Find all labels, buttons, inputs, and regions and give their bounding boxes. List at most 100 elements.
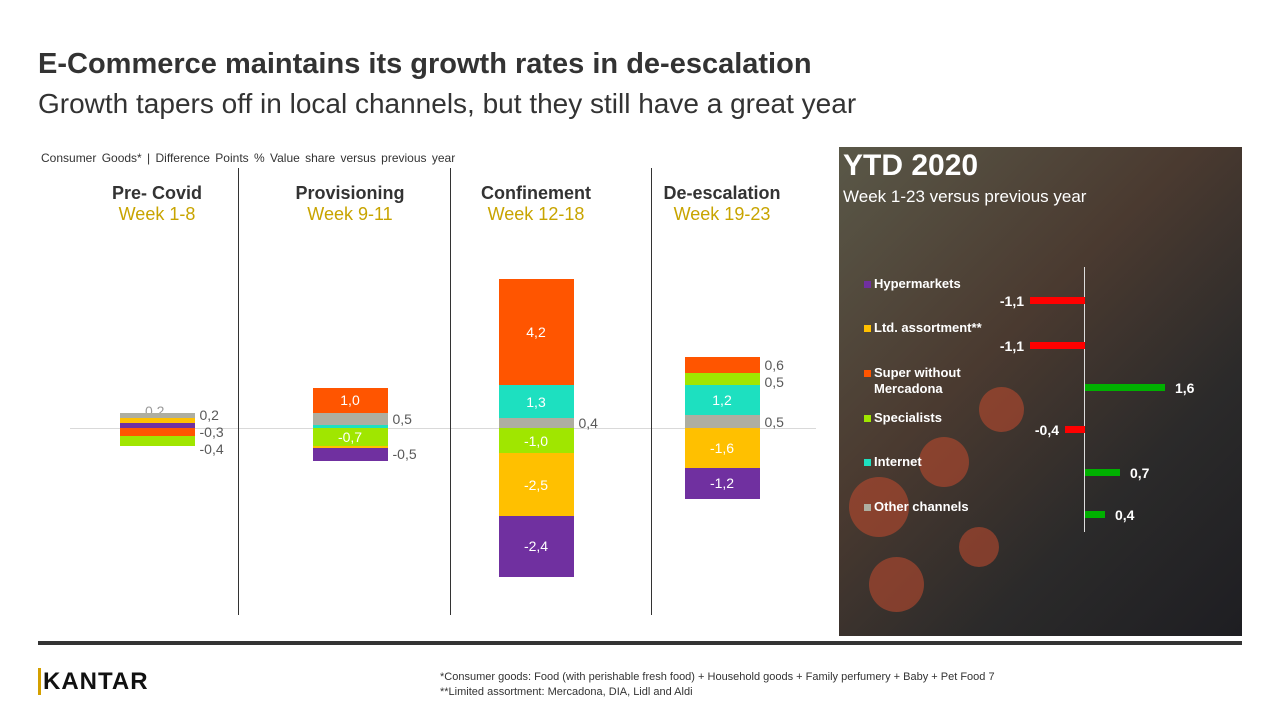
phase-weeks: Week 9-11 xyxy=(307,204,393,224)
legend-swatch xyxy=(864,370,871,377)
phase-name: Provisioning xyxy=(295,183,405,203)
legend-label: Specialists xyxy=(874,410,942,425)
chart-note: Consumer Goods* | Difference Points % Va… xyxy=(41,151,456,165)
legend-item: Internet xyxy=(864,454,1064,470)
zero-line xyxy=(70,428,816,429)
legend-item: Super without Mercadona xyxy=(864,365,984,397)
tomato-decoration xyxy=(979,387,1024,432)
phase-weeks: Week 1-8 xyxy=(118,204,196,224)
ytd-value: -1,1 xyxy=(999,338,1024,354)
bar-segment xyxy=(119,428,195,436)
bar-segment: -0,7 xyxy=(312,428,388,446)
ytd-value: 0,4 xyxy=(1115,507,1135,523)
legend-item: Ltd. assortment** xyxy=(864,320,1064,336)
bar-segment xyxy=(498,417,574,428)
segment-label: 0,5 xyxy=(764,413,784,430)
footnote: *Consumer goods: Food (with perishable f… xyxy=(440,671,995,683)
bar-segment: -2,4 xyxy=(498,516,574,577)
bar-segment: -1,2 xyxy=(684,468,760,499)
bar-segment: 1,0 xyxy=(312,387,388,413)
tomato-decoration xyxy=(959,527,999,567)
legend-item: Other channels xyxy=(864,499,1064,515)
bar-segment xyxy=(312,425,388,428)
legend-item: Specialists xyxy=(864,410,1064,426)
page-subtitle: Growth tapers off in local channels, but… xyxy=(38,88,857,119)
segment-label: 0,2 xyxy=(199,407,219,424)
bar-segment: 1,3 xyxy=(498,385,574,418)
tomato-decoration xyxy=(869,557,924,612)
ytd-bar xyxy=(1065,426,1085,433)
ytd-axis xyxy=(1084,267,1085,532)
legend-swatch xyxy=(864,504,871,511)
bar-segment xyxy=(684,415,760,428)
segment-label: -2,5 xyxy=(523,476,549,493)
segment-label: 1,3 xyxy=(526,393,546,410)
segment-label: -1,6 xyxy=(709,440,735,457)
bar-segment: -2,5 xyxy=(498,453,574,517)
segment-label: -2,4 xyxy=(523,538,549,555)
footnotes: *Consumer goods: Food (with perishable f… xyxy=(440,670,995,700)
phase-name: De-escalation xyxy=(663,183,781,203)
phase-weeks: Week 19-23 xyxy=(673,204,771,224)
segment-label: -0,4 xyxy=(199,441,224,458)
phase-header: Confinement Week 12-18 xyxy=(436,183,636,225)
segment-label: -1,2 xyxy=(709,475,735,492)
footnote: **Limited assortment: Mercadona, DIA, Li… xyxy=(440,686,693,698)
segment-label: 4,2 xyxy=(526,324,546,341)
bar-segment: -1,0 xyxy=(498,428,574,454)
bar-segment xyxy=(684,357,760,373)
legend-swatch xyxy=(864,325,871,332)
phase-header: Provisioning Week 9-11 xyxy=(250,183,450,225)
segment-label: 1,0 xyxy=(340,392,360,409)
ytd-bar xyxy=(1085,384,1165,391)
ytd-value: -0,4 xyxy=(1034,422,1059,438)
bar-segment: 1,2 xyxy=(684,385,760,416)
divider xyxy=(450,168,451,615)
ytd-bar xyxy=(1085,469,1120,476)
legend-label: Internet xyxy=(874,454,922,469)
ytd-bar xyxy=(1030,297,1085,304)
segment-label: -0,7 xyxy=(337,428,363,445)
segment-label: 0,5 xyxy=(392,411,412,428)
legend-label: Hypermarkets xyxy=(874,276,961,291)
segment-label: 0,5 xyxy=(764,374,784,390)
bar-segment xyxy=(684,372,760,386)
ytd-value: 0,7 xyxy=(1130,465,1150,481)
page-title: E-Commerce maintains its growth rates in… xyxy=(38,48,812,80)
phase-name: Confinement xyxy=(481,183,591,203)
bar-segment xyxy=(312,412,388,426)
phase-name: Pre- Covid xyxy=(111,183,203,203)
divider xyxy=(651,168,652,615)
tomato-decoration xyxy=(849,477,909,537)
segment-label: -1,0 xyxy=(523,432,549,449)
ytd-panel: YTD 2020 Week 1-23 versus previous year … xyxy=(839,147,1242,636)
segment-label: 0,4 xyxy=(578,414,598,431)
phase-weeks: Week 12-18 xyxy=(487,204,585,224)
legend-swatch xyxy=(864,459,871,466)
bar-segment: -1,6 xyxy=(684,428,760,469)
ytd-subtitle: Week 1-23 versus previous year xyxy=(843,187,1087,206)
segment-label: 0,6 xyxy=(764,357,784,373)
bar-segment xyxy=(119,412,195,418)
bar-segment xyxy=(119,422,195,428)
phase-header: De-escalation Week 19-23 xyxy=(622,183,822,225)
kantar-logo: KANTAR xyxy=(38,668,149,696)
legend-label: Super without Mercadona xyxy=(874,365,961,396)
ytd-value: -1,1 xyxy=(999,293,1024,309)
divider xyxy=(238,168,239,615)
bar-segment xyxy=(119,417,195,423)
ytd-bar xyxy=(1030,342,1085,349)
phase-header: Pre- Covid Week 1-8 xyxy=(57,183,257,225)
legend-label: Other channels xyxy=(874,499,969,514)
ytd-value: 1,6 xyxy=(1175,380,1195,396)
bar-segment xyxy=(312,445,388,449)
segment-label: -0,3 xyxy=(199,424,224,441)
segment-label: -0,5 xyxy=(392,446,417,463)
tomato-decoration xyxy=(919,437,969,487)
segment-label: 1,2 xyxy=(712,392,732,409)
bar-segment xyxy=(119,435,195,446)
footer-divider xyxy=(38,641,1242,645)
bar-segment: 4,2 xyxy=(498,279,574,386)
legend-item: Hypermarkets xyxy=(864,276,1064,292)
bar-segment xyxy=(312,448,388,461)
